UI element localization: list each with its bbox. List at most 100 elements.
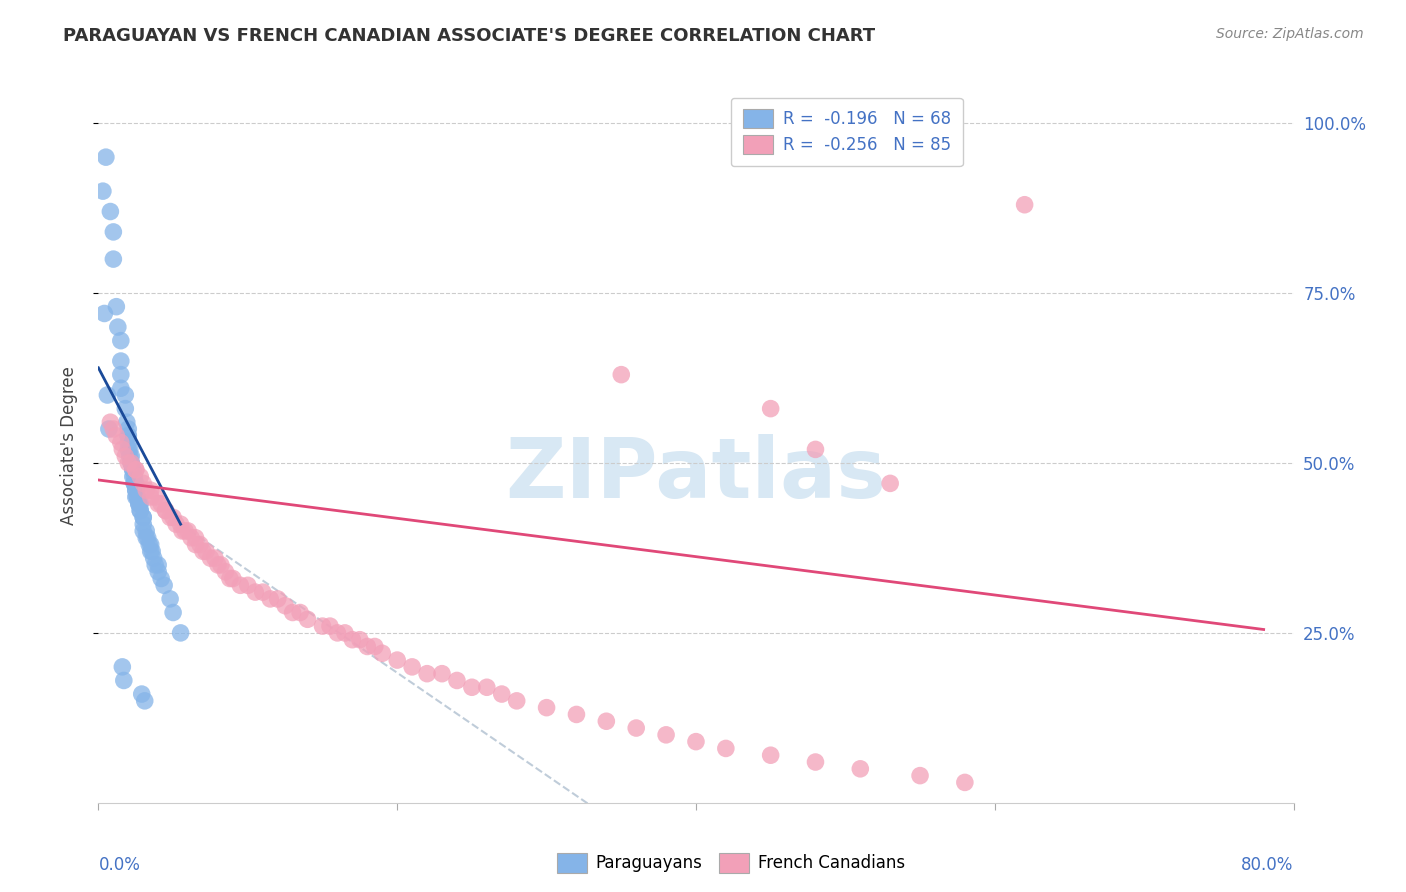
Point <box>93 306 115 320</box>
Legend: R =  -0.196   N = 68, R =  -0.256   N = 85: R = -0.196 N = 68, R = -0.256 N = 85 <box>731 97 963 166</box>
Point <box>125 483 148 498</box>
Point <box>105 300 128 314</box>
Point <box>105 429 128 443</box>
Point <box>125 463 148 477</box>
Point <box>129 497 152 511</box>
Point <box>148 565 170 579</box>
Point <box>131 687 153 701</box>
Point <box>475 680 498 694</box>
Point <box>714 741 737 756</box>
Point <box>333 626 356 640</box>
Point <box>129 503 152 517</box>
Point <box>252 585 274 599</box>
Point <box>120 449 142 463</box>
Point <box>759 401 782 416</box>
Point <box>120 456 142 470</box>
Point <box>91 184 114 198</box>
Point <box>150 572 173 586</box>
Point <box>209 558 232 572</box>
Point <box>94 150 117 164</box>
Point <box>114 401 136 416</box>
Point <box>110 435 132 450</box>
Point <box>165 517 187 532</box>
Point <box>143 490 166 504</box>
Point <box>117 435 139 450</box>
Text: ZIPatlas: ZIPatlas <box>506 434 886 515</box>
Point <box>121 469 143 483</box>
Point <box>169 517 191 532</box>
Point <box>236 578 259 592</box>
Point <box>655 728 678 742</box>
Point <box>174 524 197 538</box>
Point <box>879 476 901 491</box>
Point <box>107 320 129 334</box>
Point <box>204 551 226 566</box>
Point <box>143 558 166 572</box>
Text: PARAGUAYAN VS FRENCH CANADIAN ASSOCIATE'S DEGREE CORRELATION CHART: PARAGUAYAN VS FRENCH CANADIAN ASSOCIATE'… <box>63 27 876 45</box>
Point <box>142 551 165 566</box>
Point <box>127 490 149 504</box>
Point <box>172 524 194 538</box>
Point <box>191 544 214 558</box>
Point <box>281 606 304 620</box>
Point <box>139 537 162 551</box>
Point <box>565 707 588 722</box>
Point <box>110 381 132 395</box>
Point <box>136 531 159 545</box>
Point <box>114 388 136 402</box>
Point <box>200 551 222 566</box>
Point <box>117 456 139 470</box>
Point <box>214 565 236 579</box>
Point <box>115 415 138 429</box>
Point <box>103 225 125 239</box>
Point <box>150 497 173 511</box>
Point <box>124 469 146 483</box>
Point <box>430 666 453 681</box>
Point <box>267 591 290 606</box>
Point <box>319 619 342 633</box>
Point <box>364 640 387 654</box>
Point <box>117 429 139 443</box>
Point <box>162 510 184 524</box>
Point <box>222 572 245 586</box>
Point <box>120 456 142 470</box>
Text: 0.0%: 0.0% <box>98 856 141 874</box>
Point <box>121 463 143 477</box>
Point <box>114 449 136 463</box>
Point <box>349 632 371 647</box>
Legend: Paraguayans, French Canadians: Paraguayans, French Canadians <box>551 847 911 880</box>
Point <box>97 422 120 436</box>
Point <box>180 531 202 545</box>
Point <box>134 694 156 708</box>
Point <box>297 612 319 626</box>
Point <box>135 531 157 545</box>
Point <box>159 591 181 606</box>
Point <box>162 606 184 620</box>
Point <box>245 585 267 599</box>
Point <box>98 415 122 429</box>
Point <box>169 626 191 640</box>
Point <box>288 606 311 620</box>
Point <box>117 429 139 443</box>
Point <box>121 463 143 477</box>
Text: 80.0%: 80.0% <box>1241 856 1294 874</box>
Point <box>124 476 146 491</box>
Point <box>416 666 439 681</box>
Point <box>120 456 142 470</box>
Point <box>125 463 148 477</box>
Point <box>139 490 162 504</box>
Point <box>259 591 281 606</box>
Point <box>103 252 125 266</box>
Point <box>159 510 181 524</box>
Point <box>953 775 976 789</box>
Point <box>129 503 152 517</box>
Point <box>132 510 155 524</box>
Point <box>117 442 139 457</box>
Point <box>207 558 229 572</box>
Point <box>125 476 148 491</box>
Point <box>177 524 200 538</box>
Point <box>112 673 135 688</box>
Point <box>111 660 134 674</box>
Point <box>356 640 378 654</box>
Point <box>135 524 157 538</box>
